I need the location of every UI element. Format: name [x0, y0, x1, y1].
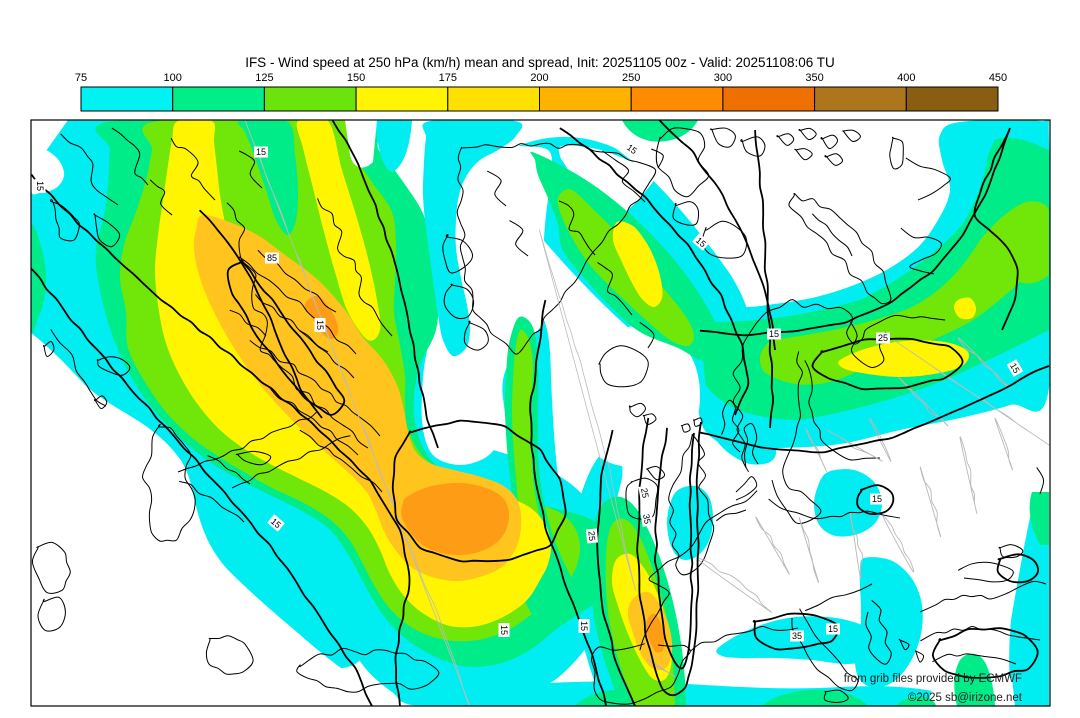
svg-text:IFS - Wind speed at 250 hPa (k: IFS - Wind speed at 250 hPa (km/h) mean … [245, 55, 835, 70]
svg-text:35: 35 [792, 631, 802, 641]
svg-text:15: 15 [828, 624, 838, 634]
svg-text:15: 15 [579, 621, 589, 631]
svg-text:15: 15 [499, 625, 509, 635]
svg-text:175: 175 [439, 72, 457, 84]
svg-text:©2025 sb@irizone.net: ©2025 sb@irizone.net [908, 692, 1023, 704]
svg-text:400: 400 [897, 72, 915, 84]
svg-text:85: 85 [267, 253, 277, 263]
svg-text:100: 100 [164, 72, 182, 84]
svg-text:15: 15 [269, 516, 283, 530]
svg-text:150: 150 [347, 72, 365, 84]
svg-text:25: 25 [639, 487, 651, 499]
svg-text:300: 300 [714, 72, 732, 84]
svg-text:450: 450 [989, 72, 1007, 84]
svg-text:15: 15 [769, 329, 779, 339]
svg-text:15: 15 [694, 235, 708, 249]
svg-text:15: 15 [872, 494, 882, 504]
svg-text:75: 75 [75, 72, 87, 84]
svg-text:350: 350 [805, 72, 823, 84]
svg-text:125: 125 [255, 72, 273, 84]
svg-text:15: 15 [256, 147, 266, 157]
svg-text:25: 25 [878, 333, 888, 343]
svg-text:200: 200 [530, 72, 548, 84]
svg-text:15: 15 [625, 142, 639, 156]
svg-text:15: 15 [1008, 361, 1022, 375]
svg-text:35: 35 [641, 513, 653, 525]
svg-text:from grib files provided by EC: from grib files provided by ECMWF [844, 673, 1022, 685]
svg-text:25: 25 [586, 531, 597, 542]
svg-text:250: 250 [622, 72, 640, 84]
svg-text:15: 15 [35, 181, 45, 191]
svg-text:15: 15 [315, 320, 325, 330]
